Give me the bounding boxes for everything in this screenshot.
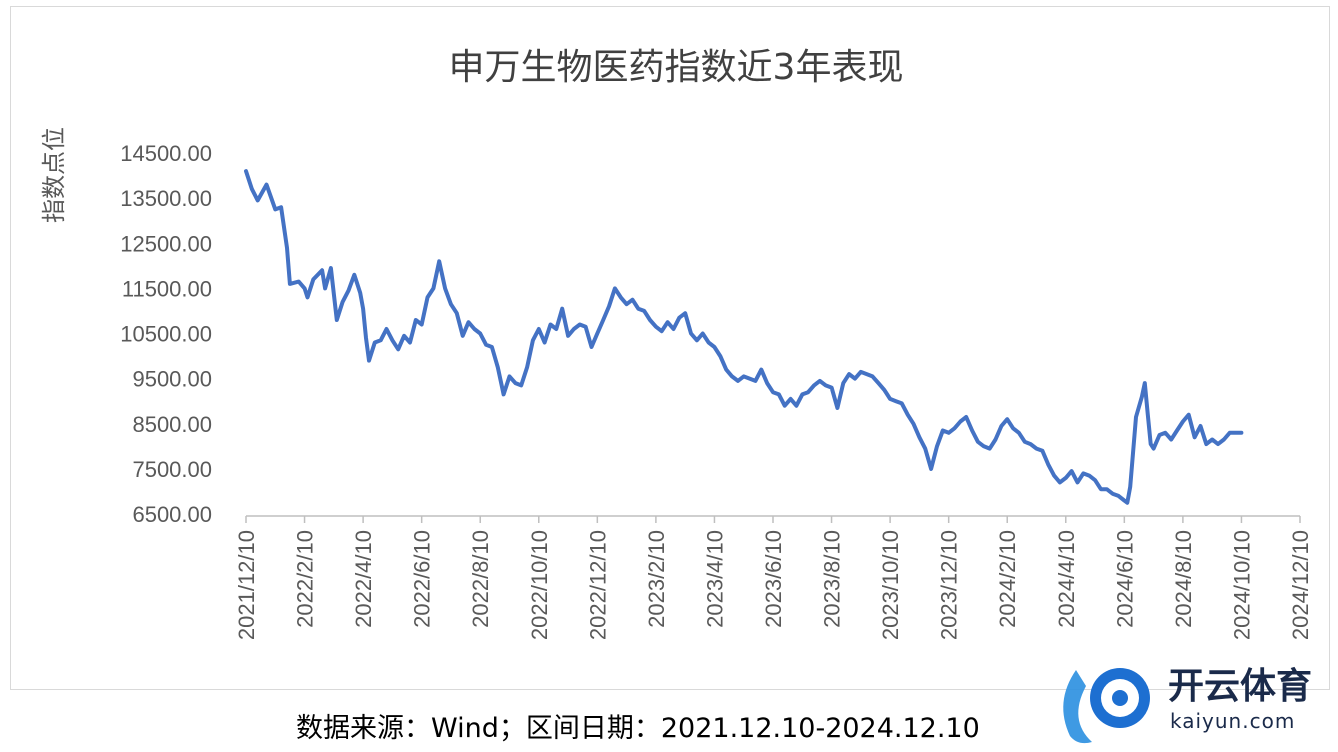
x-tick-label: 2023/4/10 bbox=[702, 530, 727, 628]
logo-ball-center-icon bbox=[1112, 690, 1128, 706]
brand-name-en: kaiyun.com bbox=[1170, 709, 1295, 733]
chart-title: 申万生物医药指数近3年表现 bbox=[449, 47, 904, 88]
x-tick-label: 2022/10/10 bbox=[527, 530, 552, 640]
x-tick-label: 2024/8/10 bbox=[1171, 530, 1196, 628]
chart-frame bbox=[10, 6, 1330, 690]
x-tick-label: 2023/6/10 bbox=[761, 530, 786, 628]
y-tick-label: 8500.00 bbox=[132, 412, 212, 437]
x-tick-label: 2024/2/10 bbox=[995, 530, 1020, 628]
data-source-note: 数据来源：Wind；区间日期：2021.12.10-2024.12.10 bbox=[296, 713, 980, 744]
y-tick-label: 10500.00 bbox=[120, 322, 212, 347]
x-tick-label: 2023/2/10 bbox=[644, 530, 669, 628]
y-tick-label: 7500.00 bbox=[132, 457, 212, 482]
series-group bbox=[244, 169, 1244, 505]
x-tick-label: 2022/8/10 bbox=[468, 530, 493, 628]
x-tick-label: 2024/6/10 bbox=[1112, 530, 1137, 628]
x-tick-label: 2022/12/10 bbox=[585, 530, 610, 640]
x-tick-label: 2024/10/10 bbox=[1229, 530, 1254, 640]
x-tick-label: 2024/12/10 bbox=[1288, 530, 1313, 640]
x-axis: 2021/12/10 2022/2/10 2022/4/10 2022/6/10 202… bbox=[234, 515, 1313, 640]
y-tick-label: 12500.00 bbox=[120, 231, 212, 256]
line-chart: 申万生物医药指数近3年表现 指数点位 14500.00 13500.00 12500… bbox=[40, 47, 1313, 640]
brand-name-cn: 开云体育 bbox=[1168, 666, 1312, 707]
series-line-0 bbox=[244, 169, 1244, 505]
x-tick-label: 2024/4/10 bbox=[1054, 530, 1079, 628]
y-tick-label: 6500.00 bbox=[132, 502, 212, 527]
x-tick-label: 2023/8/10 bbox=[820, 530, 845, 628]
y-tick-label: 14500.00 bbox=[120, 141, 212, 166]
y-axis-label: 指数点位 bbox=[40, 127, 68, 223]
y-tick-label: 9500.00 bbox=[132, 367, 212, 392]
logo-swoosh-icon bbox=[1063, 670, 1092, 744]
y-tick-label: 13500.00 bbox=[120, 186, 212, 211]
x-tick-label: 2022/4/10 bbox=[351, 530, 376, 628]
kaiyun-logo: 开云体育 kaiyun.com bbox=[1063, 666, 1312, 744]
x-tick-label: 2023/12/10 bbox=[937, 530, 962, 640]
y-tick-label: 11500.00 bbox=[122, 276, 212, 301]
x-tick-label: 2023/10/10 bbox=[878, 530, 903, 640]
x-tick-label: 2022/2/10 bbox=[293, 530, 318, 628]
y-axis-ticks: 14500.00 13500.00 12500.00 11500.00 10500.00… bbox=[120, 141, 212, 527]
x-tick-label: 2021/12/10 bbox=[234, 530, 259, 640]
x-tick-label: 2022/6/10 bbox=[410, 530, 435, 628]
